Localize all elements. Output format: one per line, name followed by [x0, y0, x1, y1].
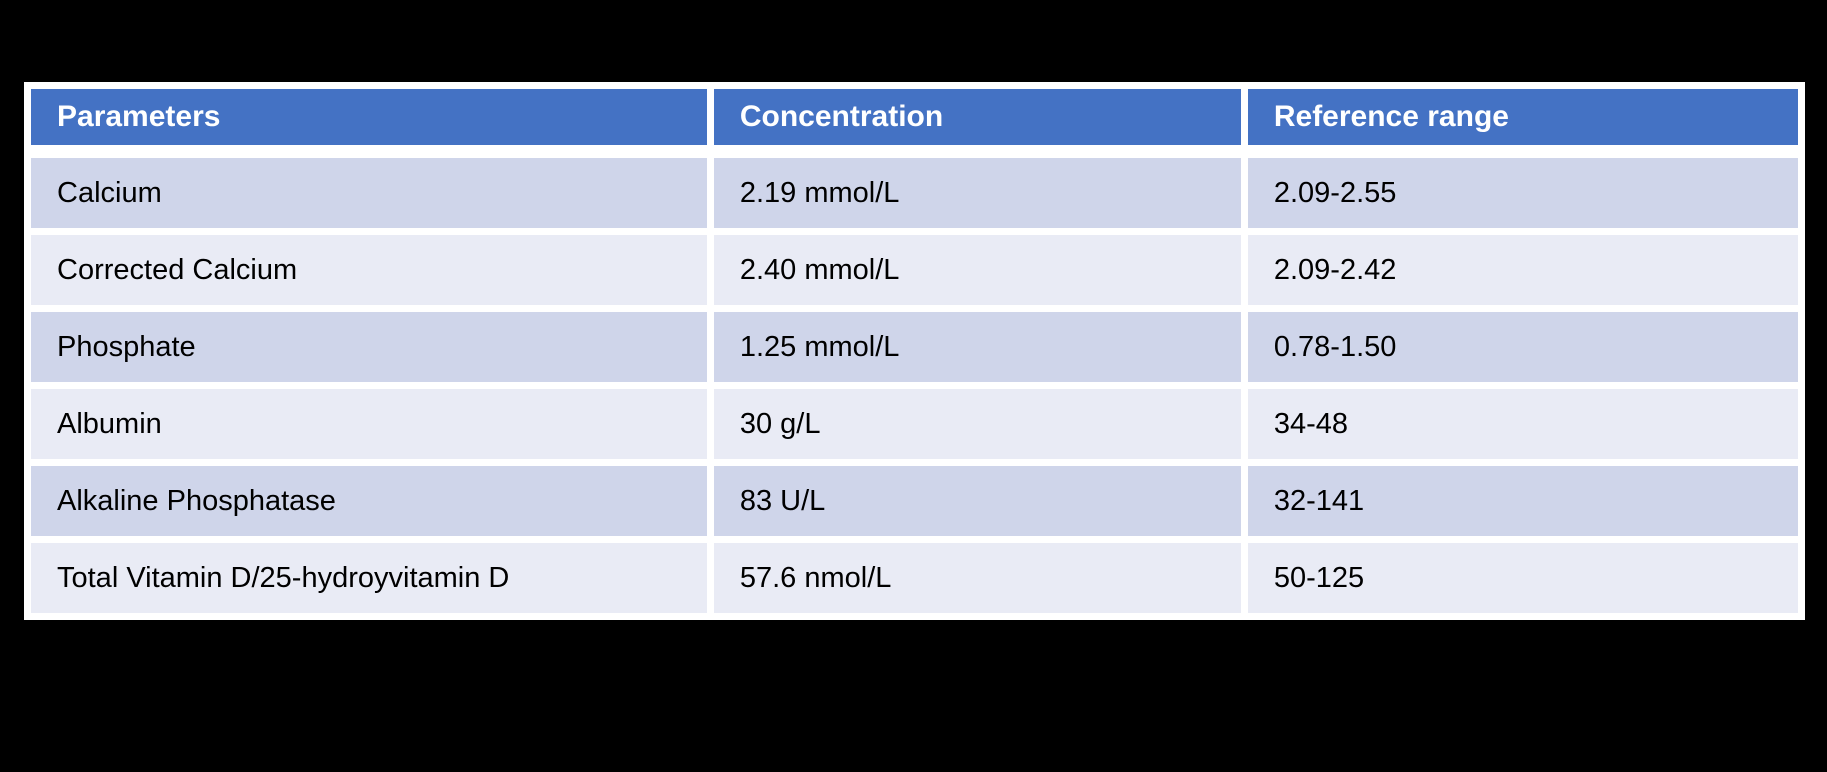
column-header-concentration: Concentration [713, 89, 1241, 151]
cell-parameter: Alkaline Phosphatase [31, 466, 707, 536]
table-row: Corrected Calcium 2.40 mmol/L 2.09-2.42 [31, 235, 1798, 305]
cell-concentration: 2.19 mmol/L [713, 158, 1241, 228]
table-row: Alkaline Phosphatase 83 U/L 32-141 [31, 466, 1798, 536]
cell-reference-range: 2.09-2.42 [1247, 235, 1798, 305]
cell-parameter: Corrected Calcium [31, 235, 707, 305]
cell-concentration: 1.25 mmol/L [713, 312, 1241, 382]
cell-concentration: 57.6 nmol/L [713, 543, 1241, 613]
cell-parameter: Albumin [31, 389, 707, 459]
cell-reference-range: 50-125 [1247, 543, 1798, 613]
cell-reference-range: 0.78-1.50 [1247, 312, 1798, 382]
cell-reference-range: 34-48 [1247, 389, 1798, 459]
column-header-reference-range: Reference range [1247, 89, 1798, 151]
cell-concentration: 30 g/L [713, 389, 1241, 459]
table-header: Parameters Concentration Reference range [31, 89, 1798, 151]
table-row: Total Vitamin D/25-hydroyvitamin D 57.6 … [31, 543, 1798, 613]
table-row: Albumin 30 g/L 34-48 [31, 389, 1798, 459]
cell-parameter: Total Vitamin D/25-hydroyvitamin D [31, 543, 707, 613]
table-row: Phosphate 1.25 mmol/L 0.78-1.50 [31, 312, 1798, 382]
cell-parameter: Phosphate [31, 312, 707, 382]
lab-results-table: Parameters Concentration Reference range… [24, 82, 1805, 620]
column-header-parameters: Parameters [31, 89, 707, 151]
table-body: Calcium 2.19 mmol/L 2.09-2.55 Corrected … [31, 158, 1798, 613]
cell-parameter: Calcium [31, 158, 707, 228]
table-row: Calcium 2.19 mmol/L 2.09-2.55 [31, 158, 1798, 228]
cell-reference-range: 2.09-2.55 [1247, 158, 1798, 228]
header-row: Parameters Concentration Reference range [31, 89, 1798, 151]
cell-concentration: 2.40 mmol/L [713, 235, 1241, 305]
cell-reference-range: 32-141 [1247, 466, 1798, 536]
cell-concentration: 83 U/L [713, 466, 1241, 536]
